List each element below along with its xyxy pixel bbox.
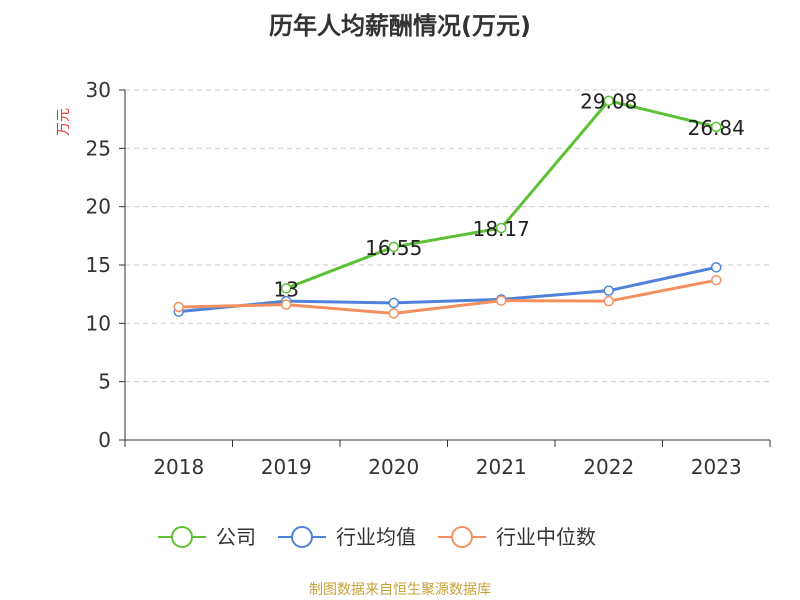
- data-point-2-2: [388, 308, 399, 319]
- series-line-2: [178, 278, 717, 315]
- data-point-1-2: [388, 297, 399, 309]
- chart-title: 历年人均薪酬情况(万元): [269, 12, 531, 40]
- y-tick-label-15: 15: [86, 253, 111, 277]
- x-tick-label-2023: 2023: [691, 455, 742, 479]
- data-label-0-2: 16.55: [365, 236, 422, 260]
- data-labels: 13 16.55 18.17 29.08 26.84: [274, 90, 745, 302]
- data-label-0-5: 26.84: [688, 116, 745, 140]
- data-point-0-2: [388, 241, 399, 253]
- x-tick-label-2018: 2018: [153, 455, 204, 479]
- series-lines: [173, 95, 722, 319]
- data-point-1-4: [603, 285, 614, 296]
- data-point-2-3: [496, 295, 507, 306]
- y-tick-label-30: 30: [86, 78, 111, 102]
- data-point-2-5: [711, 274, 722, 286]
- legend-label-0: 公司: [216, 525, 256, 549]
- axes: 0 5 10 15 20 25 30 2018 2019 2020 2021 2022 2023: [86, 78, 771, 479]
- x-tick-label-2019: 2019: [261, 455, 312, 479]
- data-label-0-1: 13: [274, 277, 299, 301]
- y-tick-label-20: 20: [86, 195, 111, 219]
- legend-label-1: 行业均值: [336, 525, 416, 549]
- y-tick-label-10: 10: [86, 311, 111, 335]
- legend: 公司 行业均值 行业中位数: [158, 525, 596, 549]
- y-tick-label-0: 0: [98, 428, 111, 452]
- legend-marker-0: [171, 526, 193, 548]
- grid-lines: [125, 89, 770, 383]
- series-line-0: [285, 99, 717, 290]
- x-tick-label-2022: 2022: [583, 455, 634, 479]
- source-note: 制图数据来自恒生聚源数据库: [309, 582, 491, 598]
- data-point-2-0: [173, 301, 184, 313]
- data-point-0-4: [603, 95, 614, 106]
- x-tick-label-2020: 2020: [368, 455, 419, 479]
- data-point-2-1: [281, 299, 292, 310]
- y-tick-label-25: 25: [86, 136, 111, 160]
- legend-label-2: 行业中位数: [496, 525, 596, 549]
- legend-marker-2: [451, 526, 473, 548]
- data-point-0-1: [281, 283, 292, 294]
- series-line-1: [178, 265, 717, 314]
- y-tick-label-5: 5: [98, 370, 111, 394]
- y-axis-label: 万元: [56, 108, 72, 136]
- x-tick-label-2021: 2021: [476, 455, 527, 479]
- data-label-0-3: 18.17: [473, 217, 530, 241]
- data-point-0-5: [711, 121, 722, 133]
- data-point-1-5: [711, 262, 722, 273]
- data-label-0-4: 29.08: [580, 90, 637, 114]
- data-point-2-4: [603, 295, 614, 307]
- data-point-0-3: [496, 222, 507, 234]
- legend-marker-1: [291, 526, 313, 548]
